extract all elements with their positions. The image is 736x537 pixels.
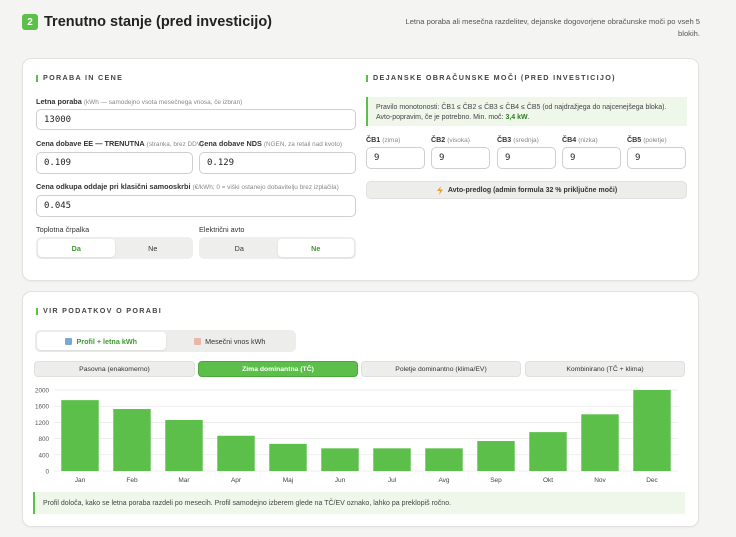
bar-dec[interactable]: [633, 390, 671, 471]
chart-icon: [65, 337, 73, 345]
x-tick-label: Nov: [594, 477, 606, 484]
y-tick-label: 800: [38, 436, 49, 443]
x-tick-label: Avg: [438, 477, 449, 484]
cb1-input[interactable]: 9: [366, 147, 425, 169]
tab-profil-label: Profil + letna kWh: [76, 336, 137, 346]
x-tick-label: Feb: [126, 477, 138, 484]
auto-predlog-button[interactable]: Avto-predlog (admin formula 32 % priklju…: [366, 181, 687, 199]
cena-nds-input[interactable]: 0.129: [199, 152, 356, 174]
x-tick-label: Jan: [75, 477, 86, 484]
profile-poletje[interactable]: Poletje dominantno (klima/EV): [361, 361, 521, 377]
letna-poraba-input[interactable]: 13000: [36, 109, 356, 130]
bar-mar[interactable]: [165, 419, 203, 471]
cb2-label: ČB2 (visoka): [431, 136, 470, 144]
cena-ee-label: Cena dobave EE — TRENUTNA (stranka, brez…: [36, 139, 204, 148]
odkup-input[interactable]: 0.045: [36, 195, 356, 217]
toplotna-ne-option[interactable]: Ne: [148, 243, 158, 253]
cb4-input[interactable]: 9: [562, 147, 621, 169]
x-tick-label: Jun: [335, 477, 346, 484]
profile-footnote: Profil določa, kako se letna poraba razd…: [33, 492, 685, 514]
y-tick-label: 0: [45, 469, 49, 476]
monotonost-note: Pravilo monotonosti: ČB1 ≤ ČB2 ≤ ČB3 ≤ Č…: [366, 97, 687, 126]
data-source-card: VIR PODATKOV O PORABI Profil + letna kWh…: [22, 291, 699, 527]
profile-zima[interactable]: Zima dominantna (TČ): [198, 361, 358, 377]
source-tabs: Profil + letna kWh Mesečni vnos kWh: [35, 330, 296, 352]
odkup-label: Cena odkupa oddaje pri klasični samooskr…: [36, 182, 339, 191]
y-tick-label: 1600: [35, 404, 50, 411]
letna-poraba-label: Letna poraba (kWh — samodejno vsota mese…: [36, 97, 243, 106]
bar-sep[interactable]: [477, 441, 515, 471]
profile-pasovna[interactable]: Pasovna (enakomerno): [34, 361, 195, 377]
monthly-consumption-chart: 0 400 800 1200 1600 2000 Jan Feb Mar Apr Maj Jun Jul…: [35, 388, 678, 484]
x-tick-label: Apr: [231, 477, 242, 484]
cb2-input[interactable]: 9: [431, 147, 490, 169]
x-tick-label: Dec: [646, 477, 658, 484]
step-badge: 2: [22, 14, 38, 30]
cb3-input[interactable]: 9: [497, 147, 556, 169]
toplotna-da-option[interactable]: Da: [38, 239, 115, 257]
cena-nds-label: Cena dobave NDS (NGEN, za retail nad kvo…: [199, 139, 343, 148]
bar-jul[interactable]: [373, 448, 411, 471]
cb4-label: ČB4 (nizka): [562, 136, 598, 144]
y-tick-label: 1200: [35, 420, 50, 427]
x-tick-label: Okt: [543, 477, 553, 484]
avto-toggle: Da Ne: [199, 237, 356, 259]
lightning-icon: [436, 185, 443, 195]
moci-section-title: DEJANSKE OBRAČUNSKE MOČI (PRED INVESTICI…: [366, 73, 616, 83]
cena-ee-input[interactable]: 0.109: [36, 152, 193, 174]
tab-mesecni-label: Mesečni vnos kWh: [205, 336, 266, 346]
x-tick-label: Maj: [283, 477, 293, 484]
cb3-label: ČB3 (srednja): [497, 136, 539, 144]
avto-label: Električni avto: [199, 225, 245, 234]
calendar-icon: [194, 337, 202, 345]
bar-feb[interactable]: [113, 409, 151, 471]
x-tick-label: Jul: [388, 477, 397, 484]
toplotna-toggle: Da Ne: [36, 237, 193, 259]
y-tick-label: 2000: [35, 388, 50, 395]
bar-apr[interactable]: [217, 435, 255, 471]
x-tick-label: Mar: [178, 477, 190, 484]
toplotna-label: Toplotna črpalka: [36, 225, 90, 234]
bar-maj[interactable]: [269, 443, 307, 471]
tab-profil[interactable]: Profil + letna kWh: [37, 332, 166, 350]
cb5-label: ČB5 (poletje): [627, 136, 667, 144]
bar-jun[interactable]: [321, 448, 359, 471]
avto-da-option[interactable]: Da: [234, 243, 244, 253]
section-header: 2 Trenutno stanje (pred investicijo) Let…: [22, 13, 702, 43]
poraba-section-title: PORABA IN CENE: [36, 73, 123, 83]
avto-ne-option[interactable]: Ne: [277, 239, 354, 257]
vir-section-title: VIR PODATKOV O PORABI: [36, 306, 162, 316]
page-title: Trenutno stanje (pred investicijo): [44, 14, 273, 30]
profile-kombinirano[interactable]: Kombinirano (TČ + klima): [525, 361, 685, 377]
bar-jan[interactable]: [61, 400, 99, 471]
tab-mesecni[interactable]: Mesečni vnos kWh: [166, 332, 295, 350]
x-tick-label: Sep: [490, 477, 502, 484]
cb5-input[interactable]: 9: [627, 147, 686, 169]
bar-avg[interactable]: [425, 448, 463, 471]
cb1-label: ČB1 (zima): [366, 136, 401, 144]
auto-predlog-label: Avto-predlog (admin formula 32 % priklju…: [447, 186, 618, 194]
bar-nov[interactable]: [581, 414, 619, 471]
consumption-card: PORABA IN CENE Letna poraba (kWh — samod…: [22, 58, 699, 281]
y-tick-label: 400: [38, 452, 49, 459]
page-description: Letna poraba ali mesečna razdelitev, dej…: [405, 17, 700, 38]
bar-okt[interactable]: [529, 432, 567, 471]
